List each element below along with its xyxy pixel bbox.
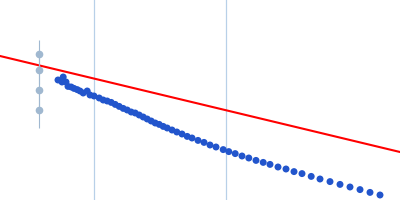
Point bbox=[128, 110, 134, 114]
Point bbox=[275, 165, 281, 169]
Point bbox=[160, 125, 166, 128]
Point bbox=[337, 183, 343, 186]
Point bbox=[112, 103, 118, 106]
Point bbox=[96, 96, 102, 100]
Point bbox=[68, 85, 74, 89]
Point bbox=[308, 175, 314, 178]
Point bbox=[65, 85, 71, 88]
Point bbox=[357, 188, 363, 191]
Point bbox=[220, 148, 226, 151]
Point bbox=[253, 159, 259, 162]
Point bbox=[60, 75, 66, 79]
Point bbox=[239, 154, 245, 158]
Point bbox=[59, 80, 65, 84]
Point bbox=[100, 98, 106, 102]
Point bbox=[232, 152, 238, 155]
Point bbox=[140, 115, 146, 119]
Point bbox=[317, 177, 323, 181]
Point bbox=[226, 150, 232, 153]
Point bbox=[260, 161, 266, 164]
Point bbox=[71, 87, 77, 90]
Point bbox=[120, 107, 126, 110]
Point bbox=[201, 141, 207, 144]
Point bbox=[164, 126, 170, 130]
Point bbox=[327, 180, 333, 183]
Point bbox=[347, 185, 353, 189]
Point bbox=[291, 170, 297, 173]
Point bbox=[169, 128, 175, 132]
Point bbox=[207, 143, 213, 147]
Point bbox=[144, 117, 150, 121]
Point bbox=[91, 94, 97, 98]
Point bbox=[367, 191, 373, 194]
Point bbox=[55, 78, 61, 82]
Point bbox=[184, 135, 190, 138]
Point bbox=[108, 101, 114, 104]
Point bbox=[152, 121, 158, 125]
Point bbox=[77, 89, 83, 93]
Point bbox=[124, 108, 130, 112]
Point bbox=[148, 119, 154, 123]
Point bbox=[189, 136, 195, 140]
Point bbox=[267, 163, 273, 166]
Point bbox=[174, 130, 180, 134]
Point bbox=[283, 167, 289, 171]
Point bbox=[179, 132, 185, 136]
Point bbox=[246, 156, 252, 160]
Point bbox=[299, 172, 305, 175]
Point bbox=[63, 80, 69, 84]
Point bbox=[84, 89, 90, 93]
Point bbox=[132, 111, 138, 115]
Point bbox=[377, 193, 383, 197]
Point bbox=[195, 139, 201, 142]
Point bbox=[87, 93, 93, 97]
Point bbox=[74, 88, 80, 91]
Point bbox=[80, 91, 86, 95]
Point bbox=[104, 99, 110, 103]
Point bbox=[156, 123, 162, 126]
Point bbox=[136, 113, 142, 117]
Point bbox=[213, 145, 219, 149]
Point bbox=[116, 105, 122, 108]
